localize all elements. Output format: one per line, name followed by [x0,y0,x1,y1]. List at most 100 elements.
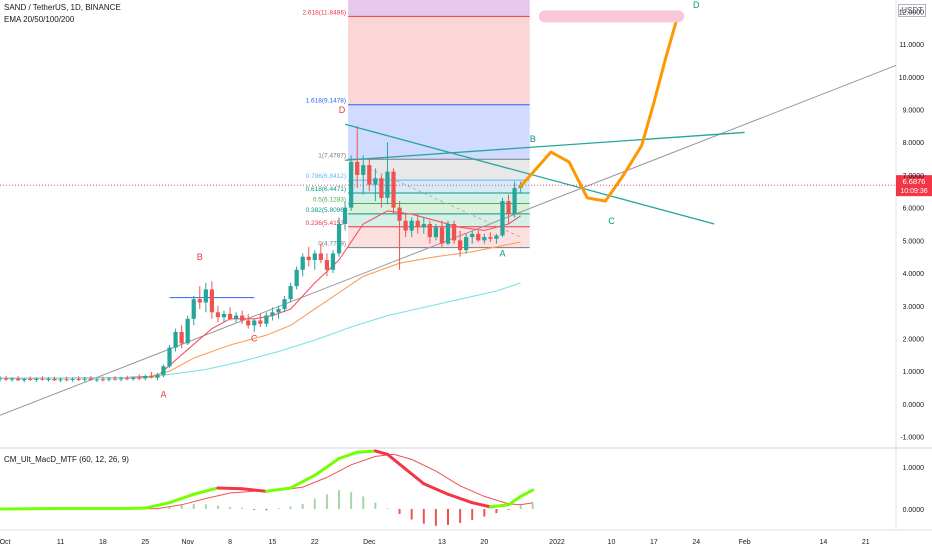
candle-body [404,221,408,231]
candle-body [470,234,474,237]
candle-body [228,314,232,319]
candle-body [288,286,292,299]
price-tick-label: 6.0000 [903,206,925,213]
candle-body [34,379,38,380]
time-tick-label: 13 [438,539,446,546]
macd-tick-label: 0.0000 [903,507,925,514]
candle-body [131,378,135,379]
candle-body [422,224,426,227]
candle-body [216,312,220,317]
indicator-legend: EMA 20/50/100/200 [4,15,74,24]
candle-body [252,320,256,325]
candle-body [270,312,274,315]
macd-line-segment [490,505,508,507]
current-price-countdown: 10:09:36 [900,188,927,195]
time-tick-label: 8 [228,539,232,546]
wave-label: C [608,216,615,226]
candle-body [71,379,75,380]
symbol-title: SAND / TetherUS, 1D, BINANCE [4,3,121,12]
candle-body [107,379,111,380]
candle-body [295,270,299,286]
candle-body [343,208,347,224]
candle-body [301,257,305,270]
price-tick-label: 9.0000 [903,108,925,115]
candle-body [373,178,377,185]
candle-body [186,319,190,344]
candle-body [52,379,56,380]
candle-body [331,253,335,269]
time-tick-label: Oct [0,539,10,546]
candle-body [198,299,202,302]
candle-body [143,376,147,378]
fib-band [348,16,530,104]
price-tick-label: 4.0000 [903,271,925,278]
candle-body [137,378,141,379]
candle-body [64,379,68,380]
candle-body [319,253,323,260]
candle-body [379,178,383,198]
candle-body [77,379,81,380]
wave-label: C [251,334,258,344]
candle-body [167,348,171,367]
candle-body [83,379,87,380]
candle-body [161,366,165,375]
candle-body [355,162,359,175]
candle-body [276,309,280,312]
price-tick-label: 7.0000 [903,173,925,180]
fib-level-label: 0(4.7779) [318,241,346,248]
fib-level-label: 0.382(5.8096) [306,207,346,214]
candle-body [325,260,329,270]
candle-body [482,237,486,240]
price-tick-label: 0.0000 [903,402,925,409]
candle-body [173,332,177,348]
candle-body [149,376,153,378]
fib-level-label: 0.5(6.1283) [313,196,346,203]
time-tick-label: 17 [650,539,658,546]
candle-body [22,379,26,380]
price-tick-label: 10.0000 [899,75,924,82]
time-tick-label: 20 [480,539,488,546]
macd-tick-label: 1.0000 [903,465,925,472]
candle-body [391,172,395,208]
candle-body [258,320,262,323]
candle-body [385,172,389,198]
fib-level-label: 0.786(6.8412) [306,173,346,180]
candle-body [180,332,184,343]
price-tick-label: 5.0000 [903,238,925,245]
price-tick-label: 3.0000 [903,304,925,311]
candle-body [458,240,462,250]
candle-body [246,320,250,325]
time-tick-label: 11 [57,539,64,546]
candle-body [119,378,123,379]
candle-body [361,165,365,175]
time-tick-label: 22 [311,539,319,546]
fib-level-label: 2.618(11.8486) [302,9,346,16]
candle-body [192,299,196,319]
time-tick-label: 10 [608,539,616,546]
currency-badge[interactable]: USDT [898,4,926,17]
candle-body [410,221,414,231]
candle-body [46,379,50,380]
time-tick-label: Feb [739,539,751,546]
candle-body [0,378,2,379]
candle-body [464,237,468,250]
wave-label: B [530,134,536,144]
candle-body [349,162,353,208]
candle-body [10,379,14,380]
candle-body [512,188,516,214]
time-tick-label: Nov [181,539,194,546]
price-tick-label: 1.0000 [903,369,925,376]
candle-body [434,227,438,237]
candle-body [494,235,498,238]
time-tick-label: 24 [692,539,700,546]
candle-body [4,378,8,379]
time-tick-label: 25 [141,539,149,546]
candle-body [95,379,99,380]
candle-body [101,379,105,380]
time-tick-label: 2022 [549,539,565,546]
candle-body [506,201,510,214]
candle-body [397,208,401,221]
candle-body [307,257,311,260]
